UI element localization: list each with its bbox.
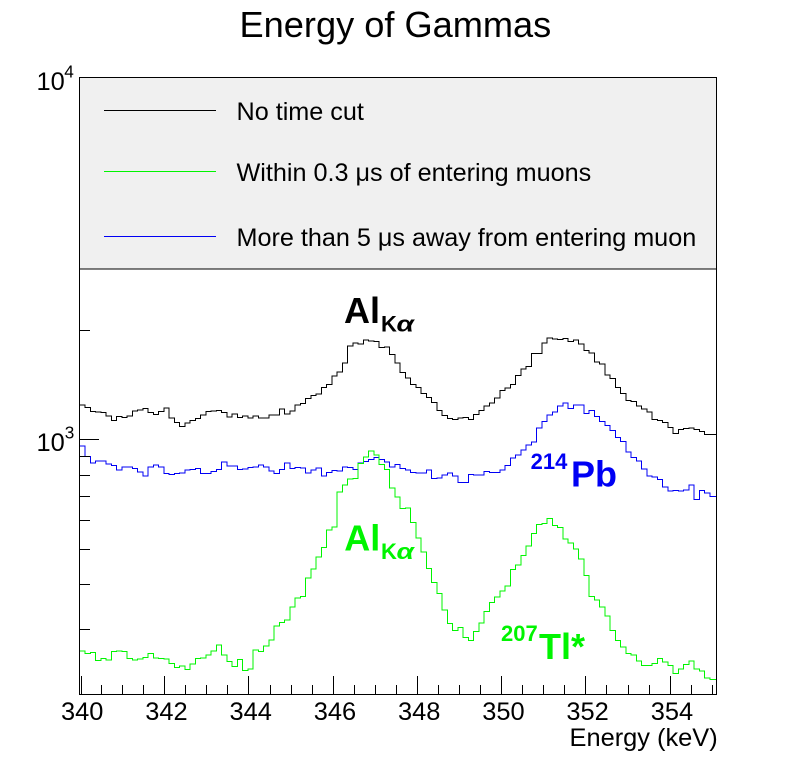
svg-text:342: 342 xyxy=(145,698,187,726)
svg-text:α: α xyxy=(397,312,416,337)
svg-text:350: 350 xyxy=(482,698,524,726)
svg-text:K: K xyxy=(381,312,397,337)
svg-text:214: 214 xyxy=(531,449,568,474)
svg-text:4: 4 xyxy=(64,62,74,82)
svg-text:10: 10 xyxy=(37,68,65,96)
svg-text:207: 207 xyxy=(501,621,538,646)
svg-text:Energy (keV): Energy (keV) xyxy=(570,724,718,752)
svg-text:More than 5 μs away from enter: More than 5 μs away from entering muon xyxy=(237,224,697,252)
svg-text:340: 340 xyxy=(61,698,103,726)
svg-text:Pb: Pb xyxy=(571,454,617,495)
svg-text:3: 3 xyxy=(65,423,75,443)
svg-text:α: α xyxy=(397,539,416,564)
svg-text:Tl*: Tl* xyxy=(539,626,585,667)
svg-text:Energy of Gammas: Energy of Gammas xyxy=(240,4,552,45)
svg-text:10: 10 xyxy=(37,429,65,457)
svg-text:No time cut: No time cut xyxy=(237,98,364,126)
svg-text:Within 0.3 μs of entering muon: Within 0.3 μs of entering muons xyxy=(237,159,592,187)
svg-text:346: 346 xyxy=(314,698,356,726)
svg-text:354: 354 xyxy=(651,698,693,726)
svg-text:352: 352 xyxy=(566,698,608,726)
svg-text:K: K xyxy=(381,539,397,564)
svg-text:348: 348 xyxy=(398,698,440,726)
svg-text:Al: Al xyxy=(344,290,380,331)
svg-text:344: 344 xyxy=(230,698,272,726)
svg-text:Al: Al xyxy=(344,518,380,559)
